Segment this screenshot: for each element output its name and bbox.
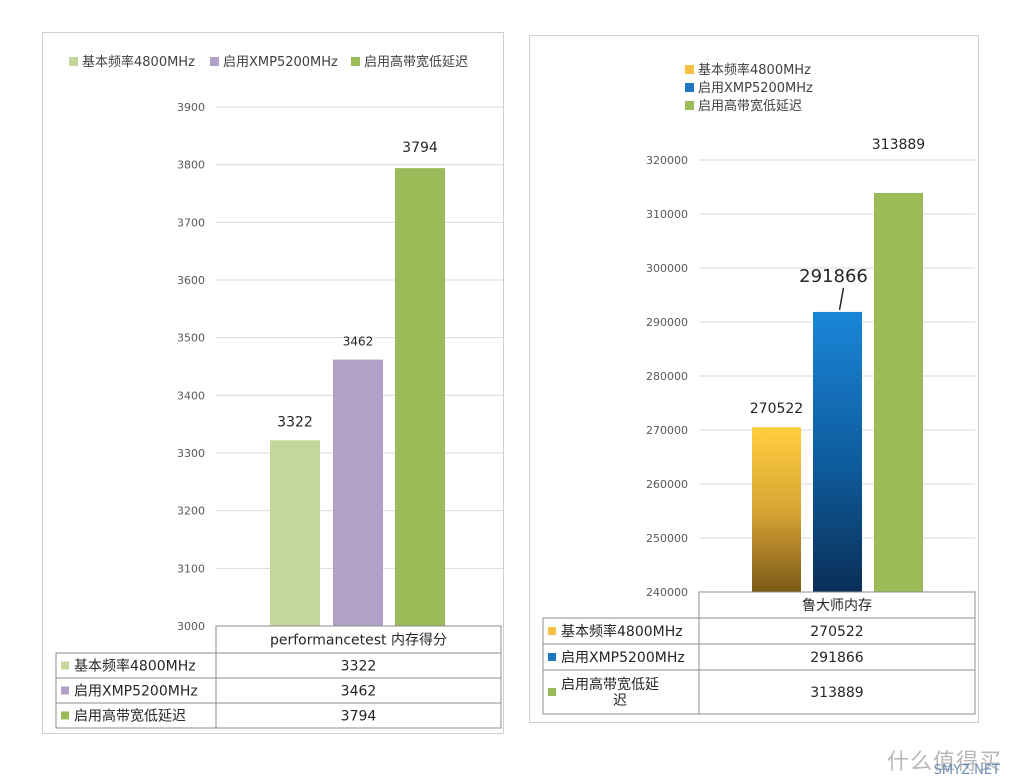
data-label-leader: [838, 287, 845, 311]
y-tick-label: 3900: [177, 101, 205, 114]
legend-label: 启用XMP5200MHz: [698, 81, 813, 96]
table-value: 291866: [810, 650, 864, 666]
table-value: 3462: [341, 684, 377, 700]
y-tick-label: 3500: [177, 332, 205, 345]
legend-swatch: [685, 101, 694, 110]
y-tick-label: 3200: [177, 505, 205, 518]
chart-left: 基本频率4800MHz 启用XMP5200MHz 启用高带宽低延迟 3000 3100 3…: [55, 54, 503, 729]
table-value-cell: [698, 669, 976, 715]
table-series-label: 基本频率4800MHz: [74, 658, 196, 675]
bar: [333, 359, 383, 626]
watermark: 什么值得买: [886, 750, 1002, 775]
legend-label: 启用高带宽低延迟: [698, 98, 802, 114]
table-value: 3794: [341, 709, 377, 725]
data-label: 291866: [799, 266, 868, 287]
y-tick-label: 310000: [646, 208, 688, 221]
legend-label: 启用XMP5200MHz: [223, 55, 338, 70]
chart-right: 基本频率4800MHz 启用XMP5200MHz 启用高带宽低延迟 240000 250…: [542, 62, 976, 715]
table-series-label: 基本频率4800MHz: [561, 623, 683, 640]
y-tick-label: 320000: [646, 154, 688, 167]
legend-swatch: [69, 57, 78, 66]
y-tick-label: 260000: [646, 478, 688, 491]
legend-label: 基本频率4800MHz: [82, 54, 195, 70]
table-legend-key: [61, 686, 69, 695]
table-value: 3322: [341, 659, 377, 675]
legend-swatch: [685, 65, 694, 74]
y-tick-label: 250000: [646, 532, 688, 545]
y-tick-label: 3000: [177, 620, 205, 633]
table-series-label: 启用高带宽低延迟: [74, 708, 186, 725]
table-series-label: 启用XMP5200MHz: [74, 684, 198, 700]
bar: [752, 427, 801, 592]
y-tick-label: 270000: [646, 424, 688, 437]
bar: [813, 311, 862, 592]
y-tick-label: 3600: [177, 274, 205, 287]
table-legend-key: [61, 661, 69, 670]
table-value: 270522: [810, 624, 863, 640]
y-tick-label: 280000: [646, 370, 688, 383]
data-label: 3462: [343, 335, 374, 349]
legend-label: 启用高带宽低延迟: [364, 54, 468, 70]
y-tick-label: 290000: [646, 316, 688, 329]
y-tick-label: 240000: [646, 586, 688, 599]
data-label: 3794: [402, 140, 438, 156]
y-tick-label: 3300: [177, 447, 205, 460]
table-value: 313889: [810, 685, 863, 701]
table-series-label: 启用XMP5200MHz: [561, 650, 685, 666]
table-category-label: performancetest 内存得分: [270, 632, 447, 649]
data-label: 3322: [277, 414, 313, 430]
y-tick-label: 3100: [177, 562, 205, 575]
data-label: 270522: [750, 401, 803, 417]
table-series-label: 启用高带宽低延迟: [561, 676, 659, 709]
legend-swatch: [210, 57, 219, 66]
bar: [270, 440, 320, 626]
bar: [874, 192, 923, 593]
y-tick-label: 3700: [177, 216, 205, 229]
legend-label: 基本频率4800MHz: [698, 62, 811, 78]
chart-panel-left: 基本频率4800MHz 启用XMP5200MHz 启用高带宽低延迟 3000 3100 3…: [42, 32, 504, 734]
table-legend-key: [548, 688, 556, 696]
table-category-label: 鲁大师内存: [802, 598, 872, 614]
legend-swatch: [685, 83, 694, 92]
data-label: 313889: [872, 137, 925, 153]
watermark-small: SMYZ.NET: [933, 763, 1000, 778]
table-legend-key: [548, 653, 556, 661]
y-tick-label: 3800: [177, 159, 205, 172]
chart-panel-right: 基本频率4800MHz 启用XMP5200MHz 启用高带宽低延迟 240000 250…: [529, 35, 979, 723]
table-legend-key: [548, 627, 556, 635]
table-legend-key: [61, 711, 69, 720]
y-tick-label: 3400: [177, 389, 205, 402]
legend-swatch: [351, 57, 360, 66]
bar: [395, 168, 445, 627]
table-value-cell: [215, 702, 502, 729]
y-tick-label: 300000: [646, 262, 688, 275]
